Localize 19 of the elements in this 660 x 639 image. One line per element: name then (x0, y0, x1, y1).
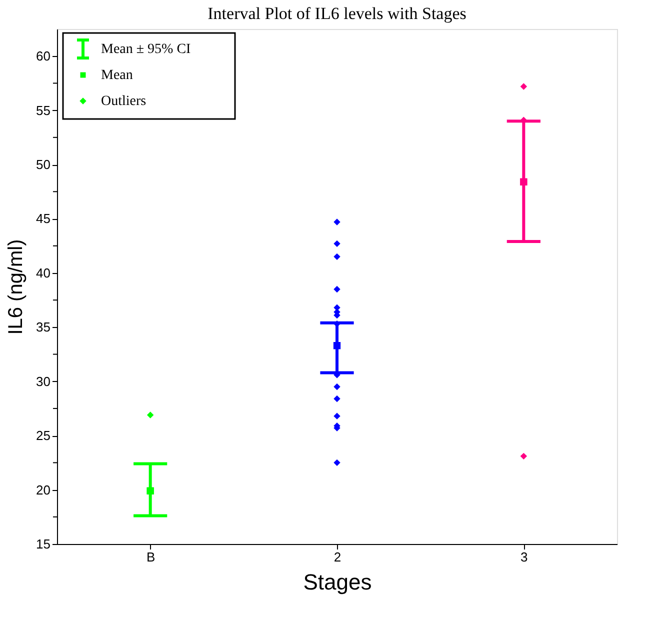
y-tick-label: 45 (36, 211, 50, 226)
y-tick-label: 55 (36, 102, 50, 118)
y-tick-label: 40 (36, 265, 50, 280)
legend-label: Outliers (101, 94, 146, 109)
x-axis-title: Stages (303, 570, 372, 594)
y-tick-label: 50 (36, 157, 50, 172)
y-tick-label: 35 (36, 320, 50, 335)
y-axis-title: IL6 (ng/ml) (5, 239, 28, 335)
x-tick-label: 3 (520, 550, 528, 564)
x-tick-label: 2 (334, 550, 342, 564)
legend-label: Mean ± 95% CI (101, 42, 192, 57)
y-tick-label: 15 (36, 536, 50, 552)
y-tick-label: 30 (36, 374, 50, 389)
x-tick-label: B (146, 550, 156, 564)
chart-title: Interval Plot of IL6 levels with Stages (208, 4, 466, 23)
legend-label: Mean (101, 68, 133, 83)
y-tick-label: 25 (36, 428, 50, 444)
y-tick-label: 60 (36, 48, 50, 64)
y-tick-label: 20 (36, 482, 50, 498)
